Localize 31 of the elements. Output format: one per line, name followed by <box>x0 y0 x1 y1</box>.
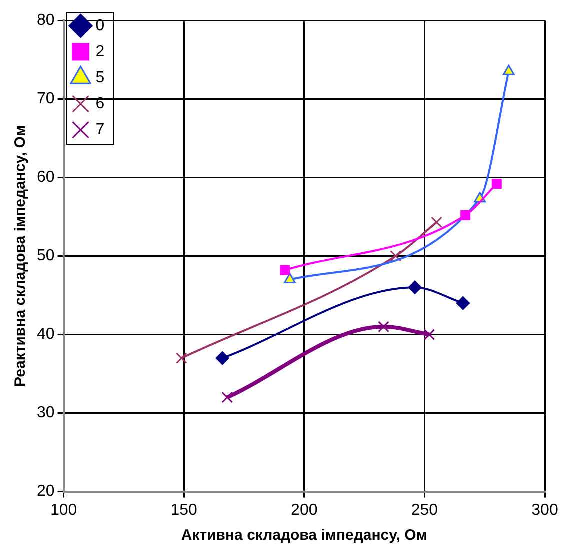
point <box>502 64 515 76</box>
point <box>280 265 290 276</box>
x-tick-label: 150 <box>170 502 198 519</box>
point <box>460 210 471 220</box>
point <box>408 280 422 294</box>
x-tick-label: 250 <box>411 502 438 519</box>
legend-label: 5 <box>96 69 105 86</box>
x-axis-title: Активна складова імпедансу, Ом <box>181 527 428 544</box>
y-tick-label: 30 <box>37 404 55 422</box>
y-tick-label: 40 <box>37 326 55 344</box>
x-tick-label: 100 <box>50 502 78 519</box>
y-tick-label: 20 <box>37 483 55 500</box>
point <box>492 178 502 189</box>
legend-label: 7 <box>96 121 105 138</box>
y-tick-label: 70 <box>37 90 55 108</box>
x-tick-label: 300 <box>532 502 558 519</box>
y-tick-label: 50 <box>37 248 55 265</box>
point <box>431 216 442 228</box>
point <box>216 352 230 366</box>
y-tick-label: 60 <box>37 169 55 186</box>
point <box>456 296 470 310</box>
point <box>176 352 188 364</box>
legend-label: 2 <box>96 43 105 60</box>
point <box>390 250 402 262</box>
point <box>222 392 234 404</box>
x-tick-label: 200 <box>291 502 318 519</box>
point <box>284 273 296 284</box>
y-axis-title: Реактивна складова імпедансу, Ом <box>12 125 30 387</box>
y-tick-label: 80 <box>37 12 55 30</box>
point <box>424 329 436 340</box>
point <box>378 321 390 333</box>
